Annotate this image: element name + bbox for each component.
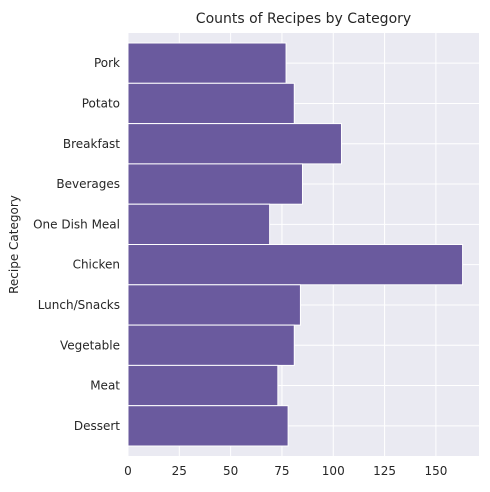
x-tick-label: 150: [424, 464, 447, 478]
y-tick-label: Potato: [82, 96, 120, 110]
y-tick-labels: Pork Potato Breakfast Beverages One Dish Mea…: [33, 56, 120, 433]
x-tick-label: 25: [172, 464, 187, 478]
y-tick-label: Pork: [94, 56, 120, 70]
bar-pork: [127, 42, 287, 84]
bar-lunch-snacks: [127, 284, 301, 326]
y-tick-label: Beverages: [56, 177, 120, 191]
y-tick-label: Chicken: [73, 258, 120, 272]
x-tick-labels: 0 25 50 75 100 125 150: [124, 464, 447, 478]
y-tick-label: Dessert: [74, 419, 120, 433]
y-tick-label: Breakfast: [63, 137, 120, 151]
y-tick-label: Lunch/Snacks: [38, 298, 120, 312]
y-axis-label: Recipe Category: [7, 195, 21, 294]
chart-title: Counts of Recipes by Category: [196, 11, 411, 27]
bar-one-dish-meal: [127, 203, 271, 245]
x-tick-label: 125: [373, 464, 396, 478]
bar-vegetable: [127, 324, 295, 366]
bar-meat: [127, 364, 279, 407]
bar-chicken: [127, 244, 464, 286]
y-tick-label: One Dish Meal: [33, 217, 120, 231]
x-tick-label: 100: [322, 464, 345, 478]
y-tick-label: Vegetable: [60, 338, 120, 352]
x-tick-label: 0: [124, 464, 132, 478]
y-tick-label: Meat: [90, 379, 120, 393]
x-tick-label: 75: [274, 464, 289, 478]
x-tick-label: 50: [223, 464, 238, 478]
bars: [127, 42, 464, 447]
bar-beverages: [127, 163, 303, 205]
bar-potato: [127, 82, 295, 125]
bar-dessert: [127, 405, 289, 447]
bar-breakfast: [127, 123, 342, 165]
